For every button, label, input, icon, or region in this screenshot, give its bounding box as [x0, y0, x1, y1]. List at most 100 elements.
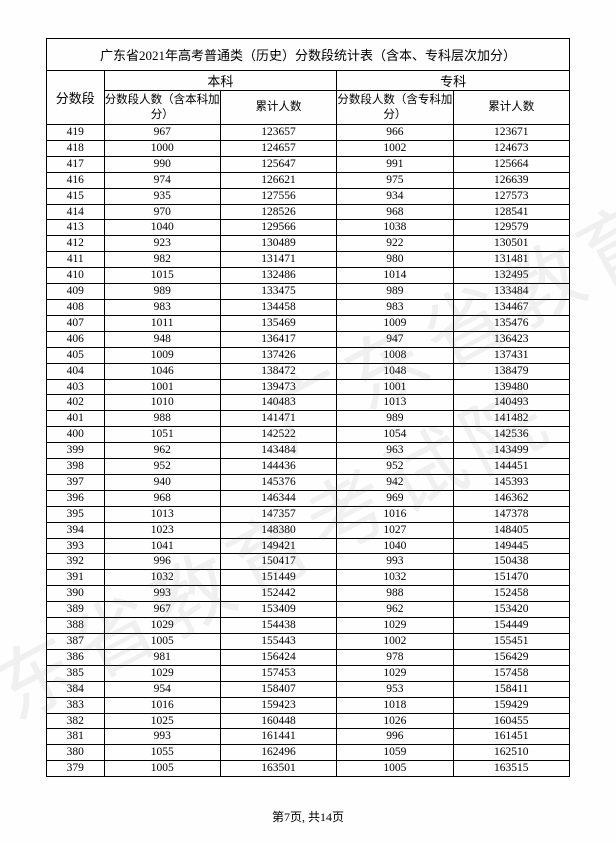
table-row: 40310011394731001139480 — [47, 379, 570, 395]
table-cell: 953 — [337, 681, 453, 697]
table-cell: 1009 — [337, 315, 453, 331]
table-cell: 940 — [104, 474, 220, 490]
table-row: 411982131471980131481 — [47, 252, 570, 268]
table-cell: 137431 — [453, 347, 569, 363]
table-cell: 942 — [337, 474, 453, 490]
table-cell: 159423 — [220, 697, 336, 713]
table-row: 417990125647991125664 — [47, 156, 570, 172]
table-row: 399962143484963143499 — [47, 443, 570, 459]
table-cell: 135469 — [220, 315, 336, 331]
table-cell: 138479 — [453, 363, 569, 379]
table-cell: 993 — [337, 554, 453, 570]
table-cell: 416 — [47, 172, 105, 188]
table-cell: 1016 — [104, 697, 220, 713]
table-row: 39510131473571016147378 — [47, 506, 570, 522]
table-cell: 148405 — [453, 522, 569, 538]
table-cell: 1015 — [104, 268, 220, 284]
table-cell: 1025 — [104, 713, 220, 729]
table-cell: 149445 — [453, 538, 569, 554]
table-row: 41010151324861014132495 — [47, 268, 570, 284]
table-cell: 1055 — [104, 745, 220, 761]
table-cell: 154449 — [453, 618, 569, 634]
col-header-score: 分数段 — [47, 71, 105, 125]
table-cell: 989 — [337, 284, 453, 300]
table-row: 39110321514491032151470 — [47, 570, 570, 586]
table-cell: 954 — [104, 681, 220, 697]
table-cell: 981 — [104, 649, 220, 665]
document-page: 广东省教育考试院 广东省教育考试院 广东省2021年高考普通类（历史）分数段统计… — [0, 0, 616, 843]
table-row: 392996150417993150438 — [47, 554, 570, 570]
table-cell: 126639 — [453, 172, 569, 188]
table-cell: 1013 — [337, 395, 453, 411]
table-cell: 963 — [337, 443, 453, 459]
table-cell: 142536 — [453, 427, 569, 443]
table-cell: 405 — [47, 347, 105, 363]
col-header-benke-cum: 累计人数 — [220, 91, 336, 125]
table-cell: 402 — [47, 395, 105, 411]
table-cell: 145376 — [220, 474, 336, 490]
table-title: 广东省2021年高考普通类（历史）分数段统计表（含本、专科层次加分） — [47, 39, 570, 71]
table-cell: 131471 — [220, 252, 336, 268]
table-cell: 160455 — [453, 713, 569, 729]
table-cell: 138472 — [220, 363, 336, 379]
table-cell: 410 — [47, 268, 105, 284]
table-cell: 974 — [104, 172, 220, 188]
table-cell: 418 — [47, 140, 105, 156]
table-cell: 414 — [47, 204, 105, 220]
table-cell: 380 — [47, 745, 105, 761]
table-cell: 948 — [104, 331, 220, 347]
table-cell: 125664 — [453, 156, 569, 172]
table-row: 390993152442988152458 — [47, 586, 570, 602]
table-row: 37910051635011005163515 — [47, 761, 570, 777]
table-cell: 133484 — [453, 284, 569, 300]
col-group-zhuanke: 专科 — [337, 71, 570, 91]
table-row: 414970128526968128541 — [47, 204, 570, 220]
table-cell: 150417 — [220, 554, 336, 570]
table-row: 38510291574531029157458 — [47, 665, 570, 681]
table-cell: 153409 — [220, 602, 336, 618]
table-cell: 129566 — [220, 220, 336, 236]
table-row: 409989133475989133484 — [47, 284, 570, 300]
table-cell: 129579 — [453, 220, 569, 236]
table-cell: 947 — [337, 331, 453, 347]
table-cell: 1040 — [104, 220, 220, 236]
table-cell: 397 — [47, 474, 105, 490]
table-cell: 404 — [47, 363, 105, 379]
table-cell: 415 — [47, 188, 105, 204]
table-cell: 155451 — [453, 634, 569, 650]
table-cell: 382 — [47, 713, 105, 729]
table-cell: 152442 — [220, 586, 336, 602]
table-cell: 1029 — [104, 618, 220, 634]
table-cell: 143484 — [220, 443, 336, 459]
table-cell: 1005 — [104, 634, 220, 650]
table-cell: 139480 — [453, 379, 569, 395]
table-cell: 1032 — [337, 570, 453, 586]
table-cell: 383 — [47, 697, 105, 713]
table-row: 38310161594231018159429 — [47, 697, 570, 713]
table-row: 41310401295661038129579 — [47, 220, 570, 236]
table-cell: 403 — [47, 379, 105, 395]
table-cell: 146362 — [453, 490, 569, 506]
table-cell: 136423 — [453, 331, 569, 347]
table-cell: 1011 — [104, 315, 220, 331]
table-cell: 1005 — [337, 761, 453, 777]
table-cell: 389 — [47, 602, 105, 618]
table-cell: 982 — [104, 252, 220, 268]
table-cell: 1038 — [337, 220, 453, 236]
table-cell: 935 — [104, 188, 220, 204]
table-cell: 1032 — [104, 570, 220, 586]
table-cell: 968 — [104, 490, 220, 506]
table-cell: 993 — [104, 729, 220, 745]
table-row: 401988141471989141482 — [47, 411, 570, 427]
table-cell: 157453 — [220, 665, 336, 681]
table-cell: 392 — [47, 554, 105, 570]
table-cell: 967 — [104, 125, 220, 141]
table-cell: 144451 — [453, 459, 569, 475]
table-cell: 1046 — [104, 363, 220, 379]
table-cell: 983 — [337, 299, 453, 315]
table-cell: 140493 — [453, 395, 569, 411]
table-cell: 1054 — [337, 427, 453, 443]
table-cell: 394 — [47, 522, 105, 538]
table-cell: 123671 — [453, 125, 569, 141]
table-cell: 156424 — [220, 649, 336, 665]
